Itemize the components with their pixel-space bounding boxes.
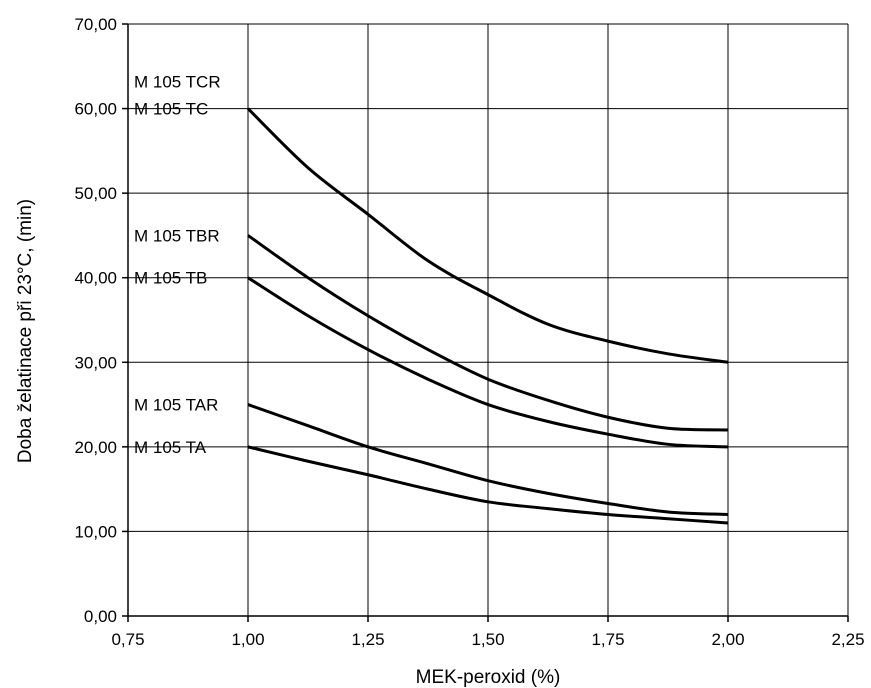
series-line-3 bbox=[247, 276, 729, 449]
series-line-4 bbox=[247, 403, 729, 517]
series-label: M 105 TAR bbox=[134, 396, 218, 415]
y-tick-label: 60,00 bbox=[74, 100, 117, 119]
y-tick-label: 20,00 bbox=[74, 438, 117, 457]
series-label: M 105 TA bbox=[134, 438, 207, 457]
x-tick-label: 1,00 bbox=[231, 630, 264, 649]
y-tick-label: 10,00 bbox=[74, 522, 117, 541]
x-axis-title: MEK-peroxid (%) bbox=[416, 667, 561, 688]
series-line-1 bbox=[246, 107, 729, 364]
x-tick-label: 0,75 bbox=[111, 630, 144, 649]
y-tick-label: 30,00 bbox=[74, 353, 117, 372]
series-labels: M 105 TCR M 105 TC M 105 TBR M 105 TB M 105 … bbox=[134, 73, 221, 457]
series-lines bbox=[246, 107, 729, 525]
x-tick-label: 1,50 bbox=[471, 630, 504, 649]
x-tick-label: 1,75 bbox=[591, 630, 624, 649]
series-label: M 105 TC bbox=[134, 100, 208, 119]
y-tick-label: 0,00 bbox=[84, 607, 117, 626]
y-axis-title: Doba želatinace při 23°C, (min) bbox=[15, 199, 36, 463]
x-tick-label: 2,00 bbox=[711, 630, 744, 649]
series-label: M 105 TB bbox=[134, 269, 207, 288]
series-label: M 105 TCR bbox=[134, 73, 221, 92]
x-tick-label: 2,25 bbox=[831, 630, 864, 649]
series-line-5 bbox=[247, 445, 729, 525]
y-tick-label: 50,00 bbox=[74, 184, 117, 203]
grid bbox=[128, 23, 849, 616]
x-tick-label: 1,25 bbox=[351, 630, 384, 649]
series-line-2 bbox=[247, 234, 729, 432]
axes: 0,75 1,00 1,25 1,50 1,75 2,00 2,25 0,00 10,00 20,… bbox=[74, 15, 864, 649]
y-tick-label: 40,00 bbox=[74, 269, 117, 288]
y-tick-label: 70,00 bbox=[74, 15, 117, 34]
series-label: M 105 TBR bbox=[134, 226, 220, 245]
